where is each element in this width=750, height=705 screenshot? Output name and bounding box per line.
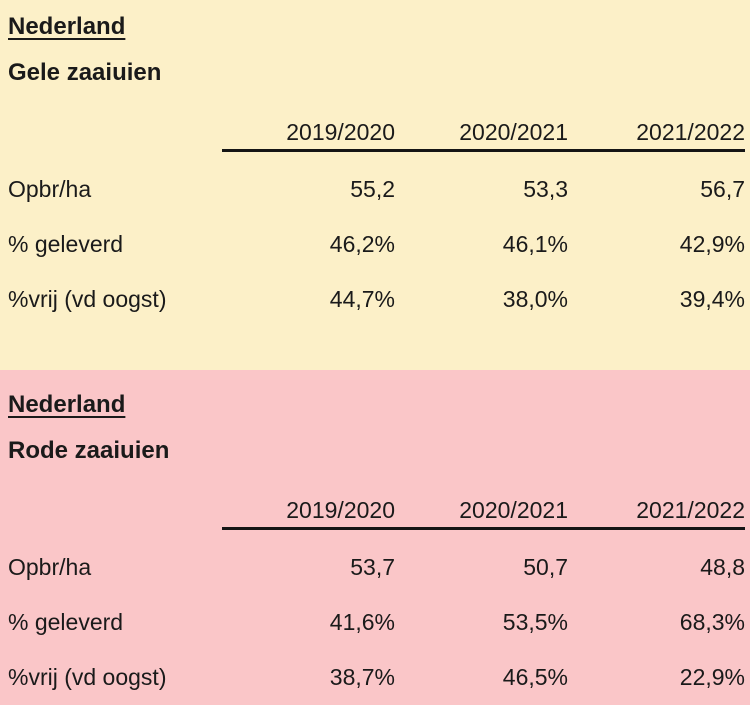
cell-value: 53,5% [502, 609, 568, 635]
cell-value: 56,7 [700, 176, 745, 202]
table-row-vrij: %vrij (vd oogst) 44,7% 38,0% 39,4% [8, 272, 745, 327]
table-row-opbr-ha: Opbr/ha 55,2 53,3 56,7 [8, 162, 745, 217]
header-spacer [8, 496, 222, 530]
product-title: Rode zaaiuien [8, 437, 170, 464]
cell-value: 50,7 [523, 554, 568, 580]
section-gele-zaaiuien: Nederland Gele zaaiuien 2019/2020 2020/2… [0, 0, 750, 370]
cell-value: 68,3% [679, 609, 745, 635]
column-header-2020-2021: 2020/2021 [395, 118, 568, 152]
row-label: % geleverd [8, 609, 124, 635]
table-row-vrij: %vrij (vd oogst) 38,7% 46,5% 22,9% [8, 650, 745, 705]
row-label: Opbr/ha [8, 176, 92, 202]
column-header-2021-2022: 2021/2022 [568, 118, 745, 152]
cell-value: 38,7% [329, 664, 395, 690]
column-header-2021-2022: 2021/2022 [568, 496, 745, 530]
table-header-row: 2019/2020 2020/2021 2021/2022 [8, 118, 745, 152]
column-header-2019-2020: 2019/2020 [222, 118, 395, 152]
cell-value: 55,2 [350, 176, 395, 202]
section-rode-zaaiuien: Nederland Rode zaaiuien 2019/2020 2020/2… [0, 370, 750, 705]
product-title: Gele zaaiuien [8, 59, 162, 86]
table-body: Opbr/ha 53,7 50,7 48,8 % geleverd 41,6% … [8, 530, 745, 705]
cell-value: 44,7% [329, 286, 395, 312]
column-header-2019-2020: 2019/2020 [222, 496, 395, 530]
cell-value: 41,6% [329, 609, 395, 635]
cell-value: 46,5% [502, 664, 568, 690]
row-label: % geleverd [8, 231, 124, 257]
cell-value: 42,9% [679, 231, 745, 257]
table-header-row: 2019/2020 2020/2021 2021/2022 [8, 496, 745, 530]
column-header-2020-2021: 2020/2021 [395, 496, 568, 530]
cell-value: 46,2% [329, 231, 395, 257]
row-label: Opbr/ha [8, 554, 92, 580]
table-row-opbr-ha: Opbr/ha 53,7 50,7 48,8 [8, 540, 745, 595]
region-title-wrap: Nederland [8, 12, 745, 42]
cell-value: 38,0% [502, 286, 568, 312]
cell-value: 22,9% [679, 664, 745, 690]
cell-value: 48,8 [700, 554, 745, 580]
cell-value: 53,7 [350, 554, 395, 580]
region-title-wrap: Nederland [8, 390, 745, 420]
cell-value: 39,4% [679, 286, 745, 312]
row-label: %vrij (vd oogst) [8, 664, 167, 690]
cell-value: 53,3 [523, 176, 568, 202]
table-body: Opbr/ha 55,2 53,3 56,7 % geleverd 46,2% … [8, 152, 745, 327]
region-title: Nederland [8, 391, 126, 418]
row-label: %vrij (vd oogst) [8, 286, 167, 312]
cell-value: 46,1% [502, 231, 568, 257]
region-title: Nederland [8, 13, 126, 40]
table-row-geleverd: % geleverd 46,2% 46,1% 42,9% [8, 217, 745, 272]
header-spacer [8, 118, 222, 152]
table-row-geleverd: % geleverd 41,6% 53,5% 68,3% [8, 595, 745, 650]
